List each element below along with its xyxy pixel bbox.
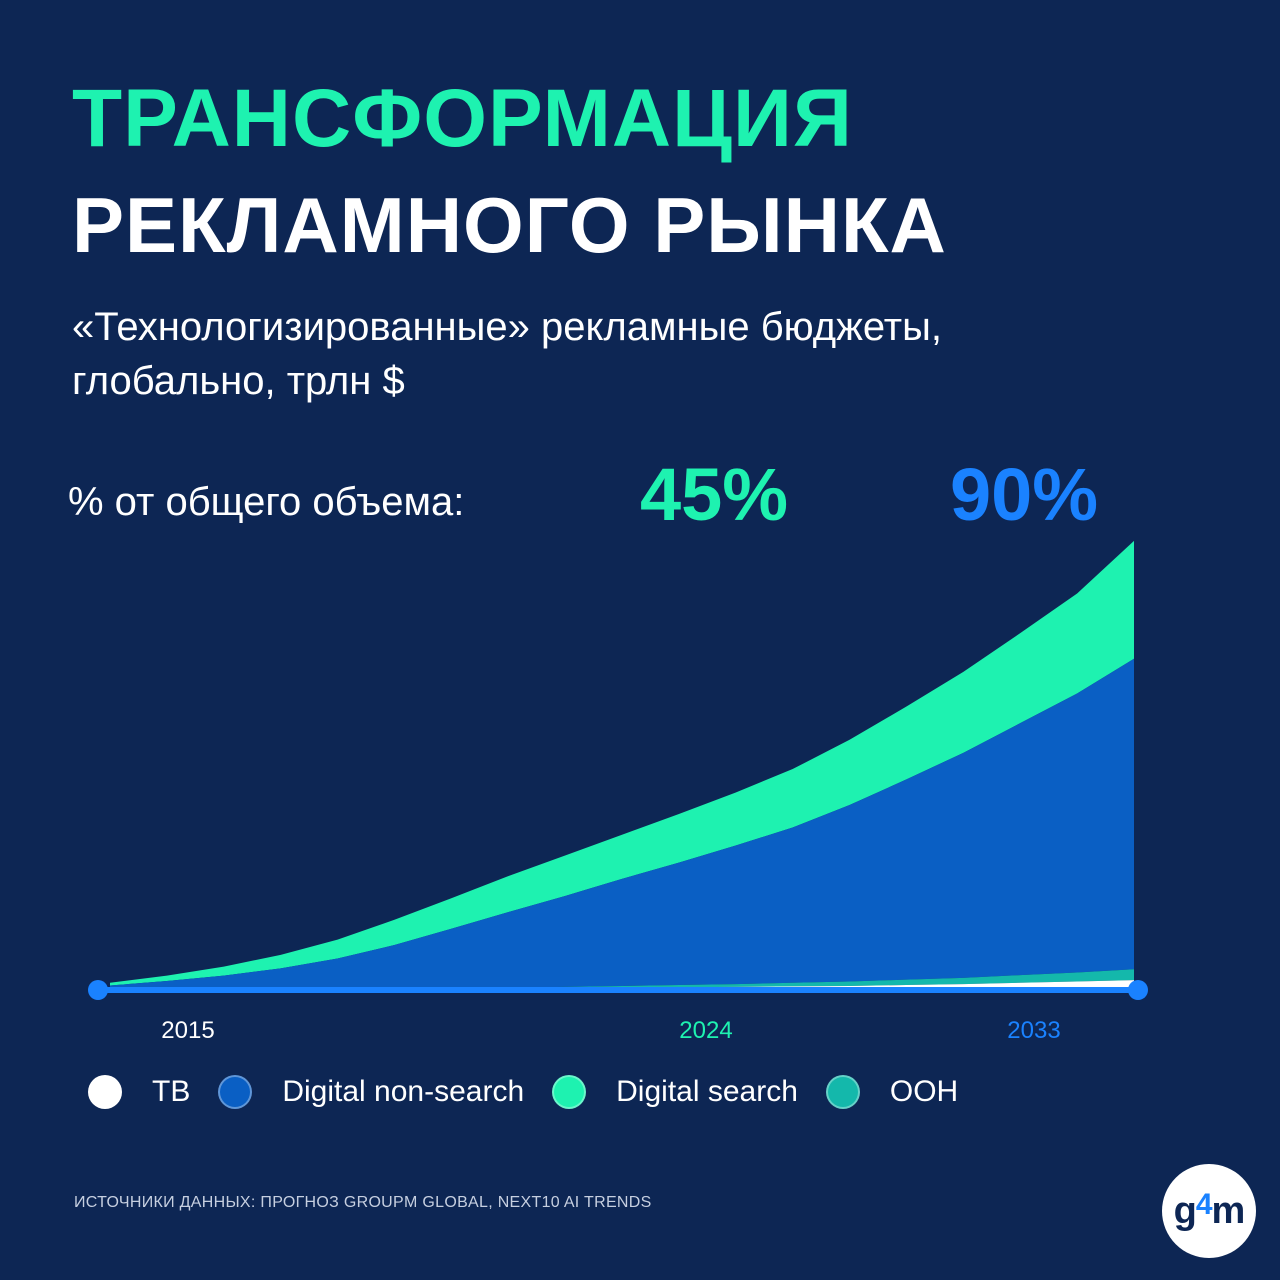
axis-start-dot <box>88 980 108 1000</box>
share-value-2024: 45% <box>640 453 789 536</box>
axis-end-dot <box>1128 980 1148 1000</box>
legend-item: Digital non-search <box>218 1075 524 1109</box>
chart-subtitle: «Технологизированные» рекламные бюджеты,… <box>72 305 942 403</box>
legend-swatch <box>218 1075 253 1109</box>
x-tick-label: 2033 <box>1007 1017 1060 1044</box>
legend-swatch <box>88 1075 122 1109</box>
series-area-digital-non-search <box>110 658 1134 990</box>
logo-text-m: m <box>1211 1189 1246 1232</box>
legend-swatch <box>552 1075 587 1109</box>
legend-swatch <box>825 1075 860 1109</box>
page-title-line2: РЕКЛАМНОГО РЫНКА <box>72 181 947 269</box>
series-area-digital-search <box>110 540 1134 986</box>
legend-label: Digital search <box>616 1075 798 1108</box>
data-source-note: ИСТОЧНИКИ ДАННЫХ: ПРОГНОЗ GROUPM GLOBAL,… <box>74 1194 652 1211</box>
share-value-2033: 90% <box>950 453 1099 536</box>
legend-item: ТВ <box>88 1075 190 1109</box>
legend-item: OOH <box>825 1075 959 1109</box>
legend-label: ТВ <box>152 1075 191 1108</box>
share-label: % от общего объема: <box>68 480 465 524</box>
series-area-ooh <box>110 969 1134 990</box>
x-tick-label: 2015 <box>161 1017 214 1044</box>
x-tick-label: 2024 <box>679 1017 732 1044</box>
logo-text-4: 4 <box>1195 1188 1213 1221</box>
area-chart: 2015 2024 2033 <box>88 540 1148 1044</box>
logo-text-g: g <box>1173 1189 1197 1232</box>
page-title-line1: ТРАНСФОРМАЦИЯ <box>72 73 853 164</box>
legend-item: Digital search <box>552 1075 798 1109</box>
chart-legend: ТВ Digital non-search Digital search OOH <box>88 1070 986 1114</box>
legend-label: OOH <box>889 1075 959 1108</box>
legend-label: Digital non-search <box>282 1075 525 1108</box>
